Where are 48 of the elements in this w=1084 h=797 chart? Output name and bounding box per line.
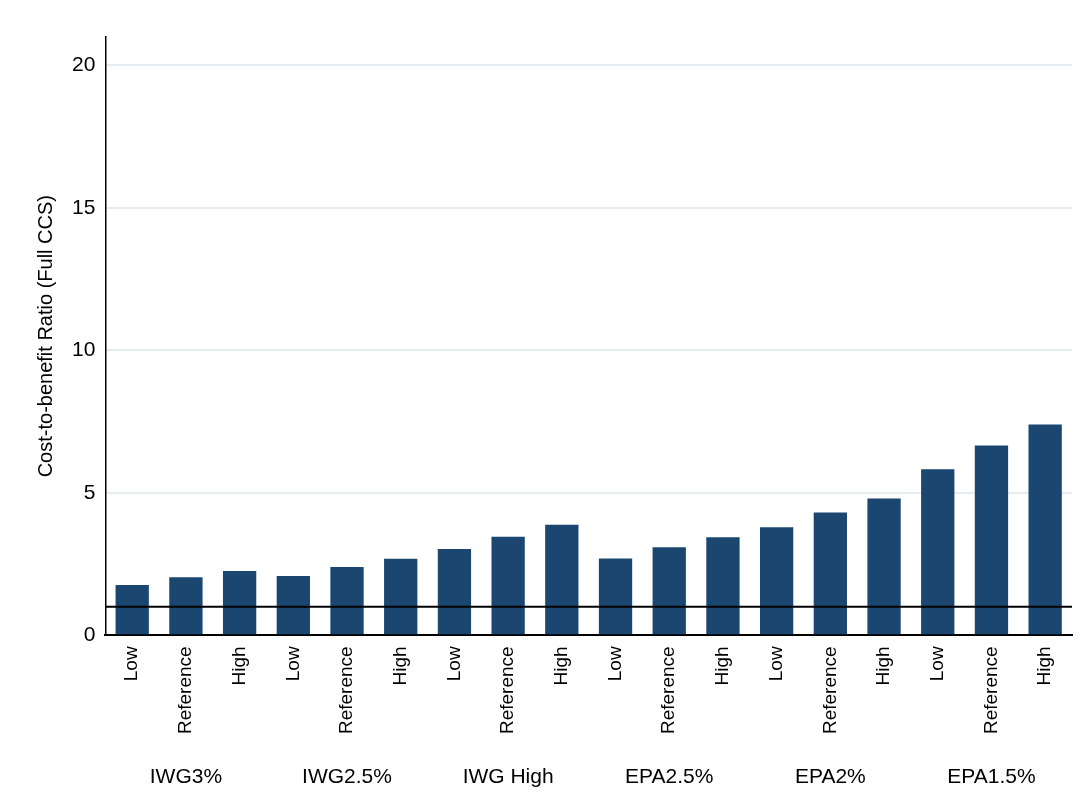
bar (384, 558, 418, 635)
x-tick-label: Low (764, 646, 786, 682)
text: IWG3% (149, 763, 223, 787)
bar (1028, 424, 1062, 635)
bar (598, 558, 633, 635)
bar (759, 527, 794, 635)
text: IWG High (462, 763, 554, 787)
y-tick-label: 10 (72, 337, 96, 361)
x-tick-label: Low (925, 646, 947, 682)
x-tick-label: Reference (657, 646, 679, 735)
x-tick-label: High (227, 646, 249, 686)
x-tick-label: Reference (335, 646, 357, 735)
x-tick-label: Reference (496, 646, 518, 735)
x-tick-label: High (388, 646, 410, 686)
bar (867, 498, 901, 635)
bar (706, 537, 740, 635)
y-axis-title: Cost-to-benefit Ratio (Full CCS) (33, 195, 56, 478)
x-tick-label: Low (603, 646, 625, 682)
x-tick-label: Low (281, 646, 303, 682)
text: EPA1.5% (947, 763, 1036, 787)
x-tick-label: Low (120, 646, 142, 682)
bar (276, 576, 310, 635)
bar (974, 445, 1009, 635)
x-tick-label: High (872, 646, 894, 686)
y-tick-label: 0 (83, 622, 96, 646)
text: EPA2.5% (625, 763, 714, 787)
text: EPA2% (794, 763, 866, 787)
x-tick-label: Low (442, 646, 464, 682)
y-tick-label: 5 (83, 479, 96, 503)
bar (115, 584, 149, 635)
x-tick-label: Reference (174, 646, 196, 735)
x-tick-label: Reference (818, 646, 840, 735)
text: IWG2.5% (302, 763, 392, 787)
bar (545, 524, 579, 635)
bar (921, 469, 955, 635)
bar (437, 549, 472, 635)
bar (813, 512, 847, 635)
x-tick-label: High (1033, 646, 1055, 686)
bar (652, 547, 686, 635)
x-tick-label: High (550, 646, 572, 686)
y-tick-label: 15 (72, 194, 96, 218)
bar (169, 577, 203, 635)
bar (330, 566, 364, 635)
x-tick-label: High (711, 646, 733, 686)
y-tick-label: 20 (72, 52, 96, 76)
bar (222, 570, 257, 635)
bar (491, 536, 525, 635)
x-tick-label: Reference (979, 646, 1001, 735)
